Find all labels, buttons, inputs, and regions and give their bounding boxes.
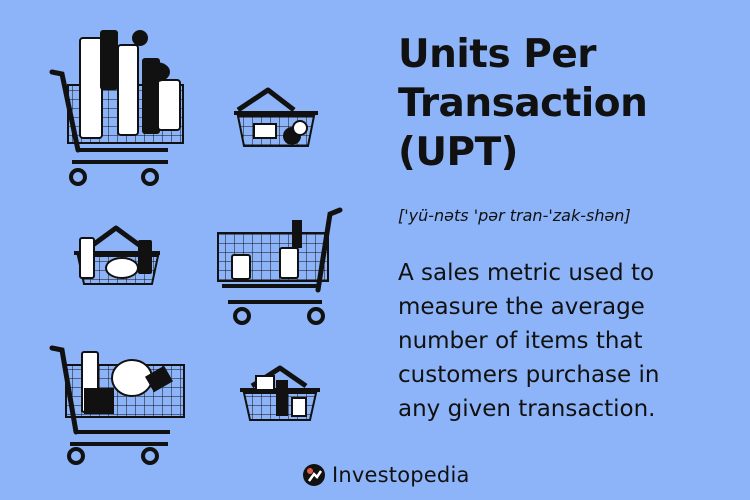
shopping-basket-icon (240, 365, 320, 421)
page-title: Units Per Transaction (UPT) (398, 30, 738, 177)
brand-logo: Investopedia (302, 463, 470, 487)
brand-name: Investopedia (332, 463, 470, 487)
definition-line: A sales metric used to (398, 260, 655, 286)
shopping-cart-icon (217, 207, 343, 325)
definition-line: measure the average (398, 294, 645, 320)
shopping-illustrations (49, 30, 343, 465)
shopping-basket-icon (74, 225, 160, 285)
investopedia-logo-icon (303, 464, 325, 486)
shopping-cart-icon (49, 345, 185, 465)
title-line: Transaction (398, 81, 648, 126)
definition-line: number of items that (398, 328, 643, 354)
definition-line: any given transaction. (398, 396, 656, 422)
pronunciation: ['yü-nəts 'pər tran-'zak-shən] (398, 206, 631, 225)
shopping-cart-icon (49, 30, 184, 186)
title-line: (UPT) (398, 130, 519, 175)
title-line: Units Per (398, 32, 597, 77)
shopping-basket-icon (234, 87, 318, 147)
definition-line: customers purchase in (398, 362, 660, 388)
definition: A sales metric used to measure the avera… (398, 256, 738, 426)
